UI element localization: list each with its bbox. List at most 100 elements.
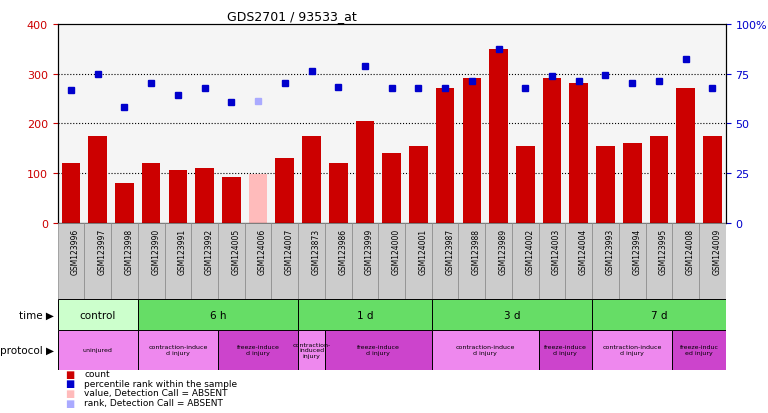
Bar: [168, 171, 187, 223]
Text: freeze-induce
d injury: freeze-induce d injury: [357, 344, 400, 356]
Bar: [191, 223, 218, 299]
Text: ■: ■: [65, 378, 74, 388]
Bar: [489, 50, 508, 223]
Text: ■: ■: [65, 398, 74, 408]
Bar: [298, 299, 432, 330]
Text: GSM124009: GSM124009: [713, 228, 721, 275]
Text: freeze-induce
d injury: freeze-induce d injury: [237, 344, 280, 356]
Bar: [432, 223, 458, 299]
Bar: [88, 136, 107, 223]
Bar: [672, 330, 726, 370]
Bar: [512, 223, 538, 299]
Bar: [565, 223, 592, 299]
Bar: [699, 223, 726, 299]
Text: uninjured: uninjured: [83, 347, 113, 353]
Text: freeze-induc
ed injury: freeze-induc ed injury: [680, 344, 719, 356]
Text: 6 h: 6 h: [210, 310, 227, 320]
Bar: [352, 223, 379, 299]
Bar: [677, 89, 695, 223]
Text: contraction-induce
d injury: contraction-induce d injury: [148, 344, 207, 356]
Bar: [435, 89, 455, 223]
Text: GSM124005: GSM124005: [231, 228, 240, 275]
Text: GSM123990: GSM123990: [151, 228, 161, 275]
Text: GSM124004: GSM124004: [579, 228, 588, 275]
Bar: [325, 330, 432, 370]
Bar: [111, 223, 137, 299]
Bar: [302, 136, 321, 223]
Text: contraction-induce
d injury: contraction-induce d injury: [455, 344, 515, 356]
Text: GSM124002: GSM124002: [525, 228, 535, 274]
Bar: [650, 136, 668, 223]
Bar: [596, 146, 615, 223]
Text: GSM123988: GSM123988: [472, 228, 481, 274]
Bar: [271, 223, 298, 299]
Text: GSM123993: GSM123993: [605, 228, 614, 275]
Bar: [458, 223, 485, 299]
Text: percentile rank within the sample: percentile rank within the sample: [84, 379, 237, 388]
Bar: [61, 164, 81, 223]
Bar: [115, 183, 134, 223]
Text: GSM123997: GSM123997: [98, 228, 107, 275]
Text: GSM124008: GSM124008: [686, 228, 695, 274]
Text: GSM123989: GSM123989: [498, 228, 508, 274]
Text: GSM123986: GSM123986: [338, 228, 347, 274]
Text: GSM123873: GSM123873: [312, 228, 320, 274]
Text: rank, Detection Call = ABSENT: rank, Detection Call = ABSENT: [84, 398, 223, 407]
Bar: [137, 299, 298, 330]
Text: GSM124000: GSM124000: [392, 228, 401, 275]
Bar: [703, 136, 722, 223]
Text: time ▶: time ▶: [19, 310, 54, 320]
Bar: [298, 330, 325, 370]
Bar: [432, 299, 592, 330]
Bar: [329, 164, 348, 223]
Bar: [619, 223, 646, 299]
Bar: [485, 223, 512, 299]
Text: GSM124001: GSM124001: [419, 228, 428, 274]
Bar: [462, 79, 482, 223]
Text: 1 d: 1 d: [356, 310, 373, 320]
Bar: [222, 178, 240, 223]
Bar: [538, 330, 592, 370]
Bar: [592, 330, 672, 370]
Bar: [276, 159, 294, 223]
Bar: [379, 223, 405, 299]
Text: freeze-induce
d injury: freeze-induce d injury: [544, 344, 587, 356]
Text: GSM123999: GSM123999: [365, 228, 374, 275]
Bar: [58, 223, 84, 299]
Bar: [592, 299, 726, 330]
Text: GSM124003: GSM124003: [552, 228, 561, 275]
Bar: [543, 79, 561, 223]
Bar: [137, 330, 218, 370]
Text: GSM123994: GSM123994: [632, 228, 641, 275]
Text: GSM123992: GSM123992: [204, 228, 214, 274]
Text: contraction-
induced
injury: contraction- induced injury: [293, 342, 331, 358]
Text: contraction-induce
d injury: contraction-induce d injury: [603, 344, 662, 356]
Text: 3 d: 3 d: [504, 310, 520, 320]
Text: ■: ■: [65, 388, 74, 398]
Bar: [84, 223, 111, 299]
Text: 7 d: 7 d: [650, 310, 667, 320]
Bar: [298, 223, 325, 299]
Bar: [218, 330, 298, 370]
Bar: [195, 169, 214, 223]
Bar: [245, 223, 271, 299]
Text: control: control: [80, 310, 116, 320]
Bar: [569, 84, 588, 223]
Bar: [137, 223, 164, 299]
Bar: [592, 223, 619, 299]
Bar: [516, 146, 535, 223]
Bar: [672, 223, 699, 299]
Text: GSM124006: GSM124006: [258, 228, 267, 275]
Text: GSM123995: GSM123995: [659, 228, 668, 275]
Text: GSM124007: GSM124007: [285, 228, 294, 275]
Bar: [646, 223, 672, 299]
Text: ■: ■: [65, 369, 74, 379]
Bar: [249, 175, 267, 223]
Bar: [382, 154, 401, 223]
Bar: [538, 223, 565, 299]
Text: GSM123987: GSM123987: [445, 228, 454, 274]
Bar: [623, 144, 641, 223]
Bar: [58, 330, 137, 370]
Bar: [356, 121, 374, 223]
Text: value, Detection Call = ABSENT: value, Detection Call = ABSENT: [84, 389, 228, 398]
